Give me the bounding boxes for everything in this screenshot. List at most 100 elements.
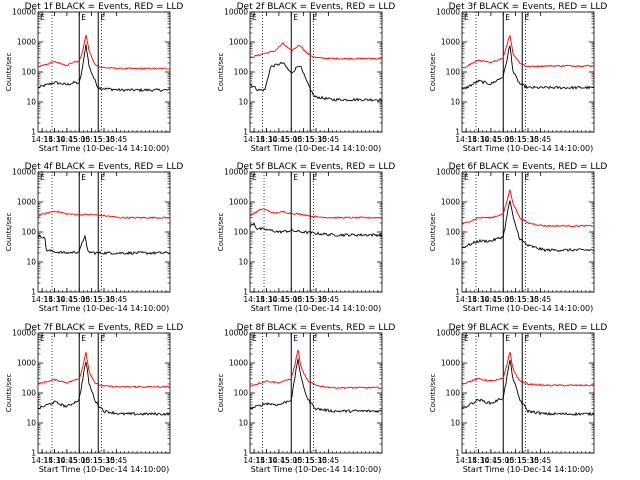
x-axis-label: Start Time (10-Dec-14 14:10:00) — [251, 144, 382, 153]
y-tick-label: 10 — [450, 258, 460, 267]
x-tick-label: 14:30 — [256, 456, 278, 465]
x-tick-label: 14:15 — [31, 456, 53, 465]
x-tick-label: 14:30 — [44, 295, 66, 304]
panel-marker: E — [40, 334, 45, 343]
lld-series-line — [461, 189, 594, 228]
lld-series-line — [37, 34, 171, 70]
y-tick-label: 10000 — [224, 168, 248, 177]
chart-title: Det 7f BLACK = Events, RED = LLD — [25, 323, 184, 333]
x-tick-label: 14:15 — [31, 295, 53, 304]
x-tick-label: 15:30 — [305, 295, 327, 304]
chart-title: Det 8f BLACK = Events, RED = LLD — [237, 323, 396, 333]
plot-frame — [461, 171, 595, 293]
chart-title: Det 5f BLACK = Events, RED = LLD — [237, 162, 396, 172]
x-tick-label: 14:15 — [31, 135, 53, 144]
lld-series-line — [249, 349, 383, 390]
x-tick-label: 15:00 — [492, 295, 514, 304]
x-tick-label: 15:45 — [106, 135, 128, 144]
y-tick-label: 10 — [238, 98, 248, 107]
y-tick-label: 100 — [234, 389, 249, 398]
x-axis-label: Start Time (10-Dec-14 14:10:00) — [463, 144, 594, 153]
x-axis-label: Start Time (10-Dec-14 14:10:00) — [251, 304, 382, 313]
lld-series-line — [461, 34, 595, 69]
y-tick-label: 10 — [238, 419, 248, 428]
y-tick-label: 10000 — [12, 8, 36, 17]
y-tick-label: 1000 — [229, 198, 248, 207]
panel-marker: E — [524, 334, 529, 343]
x-axis-label: Start Time (10-Dec-14 14:10:00) — [39, 304, 170, 313]
y-tick-label: 1 — [31, 128, 36, 137]
x-tick-label: 15:30 — [517, 135, 539, 144]
x-tick-label: 15:30 — [305, 456, 327, 465]
x-tick-label: 15:15 — [81, 295, 103, 304]
y-tick-label: 100 — [22, 68, 37, 77]
panel-marker: E — [100, 173, 105, 182]
y-tick-label: 1 — [455, 128, 460, 137]
panel-marker: E — [293, 13, 298, 22]
events-series-line — [249, 358, 383, 414]
x-tick-label: 14:45 — [480, 456, 502, 465]
x-tick-label: 15:45 — [106, 295, 128, 304]
events-series-line — [249, 61, 383, 102]
y-tick-label: 1000 — [441, 198, 460, 207]
x-tick-label: 15:15 — [293, 456, 315, 465]
panel-marker: E — [312, 13, 317, 22]
panel-marker: E — [293, 173, 298, 182]
panel-marker: E — [252, 173, 257, 182]
y-axis-label: Counts/sec — [5, 53, 13, 92]
chart-title: Det 4f BLACK = Events, RED = LLD — [25, 162, 184, 172]
y-tick-label: 10 — [450, 98, 460, 107]
x-tick-label: 15:30 — [93, 295, 115, 304]
x-tick-label: 15:45 — [530, 135, 552, 144]
y-tick-label: 100 — [446, 68, 461, 77]
panel-marker: E — [524, 173, 529, 182]
y-tick-label: 1000 — [17, 198, 36, 207]
y-axis-label: Counts/sec — [5, 213, 13, 252]
y-tick-label: 10000 — [436, 168, 460, 177]
plot-frame — [249, 171, 383, 293]
panel-marker: E — [312, 334, 317, 343]
y-tick-label: 1000 — [441, 359, 460, 368]
y-tick-label: 1000 — [17, 359, 36, 368]
panel-marker: E — [81, 13, 86, 22]
panel-marker: E — [464, 173, 469, 182]
chart-title: Det 9f BLACK = Events, RED = LLD — [449, 323, 608, 333]
panel-marker: E — [505, 13, 510, 22]
y-tick-label: 1 — [455, 449, 460, 458]
y-tick-label: 1 — [455, 288, 460, 297]
y-tick-label: 10000 — [224, 8, 248, 17]
x-tick-label: 15:30 — [305, 135, 327, 144]
lld-series-line — [37, 351, 171, 389]
x-tick-label: 15:00 — [68, 295, 90, 304]
x-tick-label: 15:15 — [505, 456, 527, 465]
x-tick-label: 15:15 — [293, 295, 315, 304]
x-tick-label: 15:45 — [530, 456, 552, 465]
x-axis-label: Start Time (10-Dec-14 14:10:00) — [463, 465, 594, 474]
x-tick-label: 14:45 — [480, 135, 502, 144]
x-tick-label: 15:30 — [93, 456, 115, 465]
panel-marker: E — [81, 334, 86, 343]
lld-series-line — [249, 41, 383, 60]
x-tick-label: 14:45 — [268, 135, 290, 144]
events-series-line — [37, 234, 171, 256]
plot-frame — [461, 11, 595, 133]
x-tick-label: 14:30 — [44, 456, 66, 465]
lld-series-line — [249, 208, 383, 220]
x-tick-label: 14:45 — [56, 135, 78, 144]
chart-title: Det 2f BLACK = Events, RED = LLD — [237, 2, 396, 12]
x-tick-label: 15:15 — [505, 295, 527, 304]
panel-marker: E — [252, 334, 257, 343]
plot-frame — [37, 171, 171, 293]
plot-frame — [37, 332, 171, 454]
y-tick-label: 1 — [31, 288, 36, 297]
y-tick-label: 1000 — [229, 359, 248, 368]
y-axis-label: Counts/sec — [429, 374, 437, 413]
x-tick-label: 15:30 — [93, 135, 115, 144]
